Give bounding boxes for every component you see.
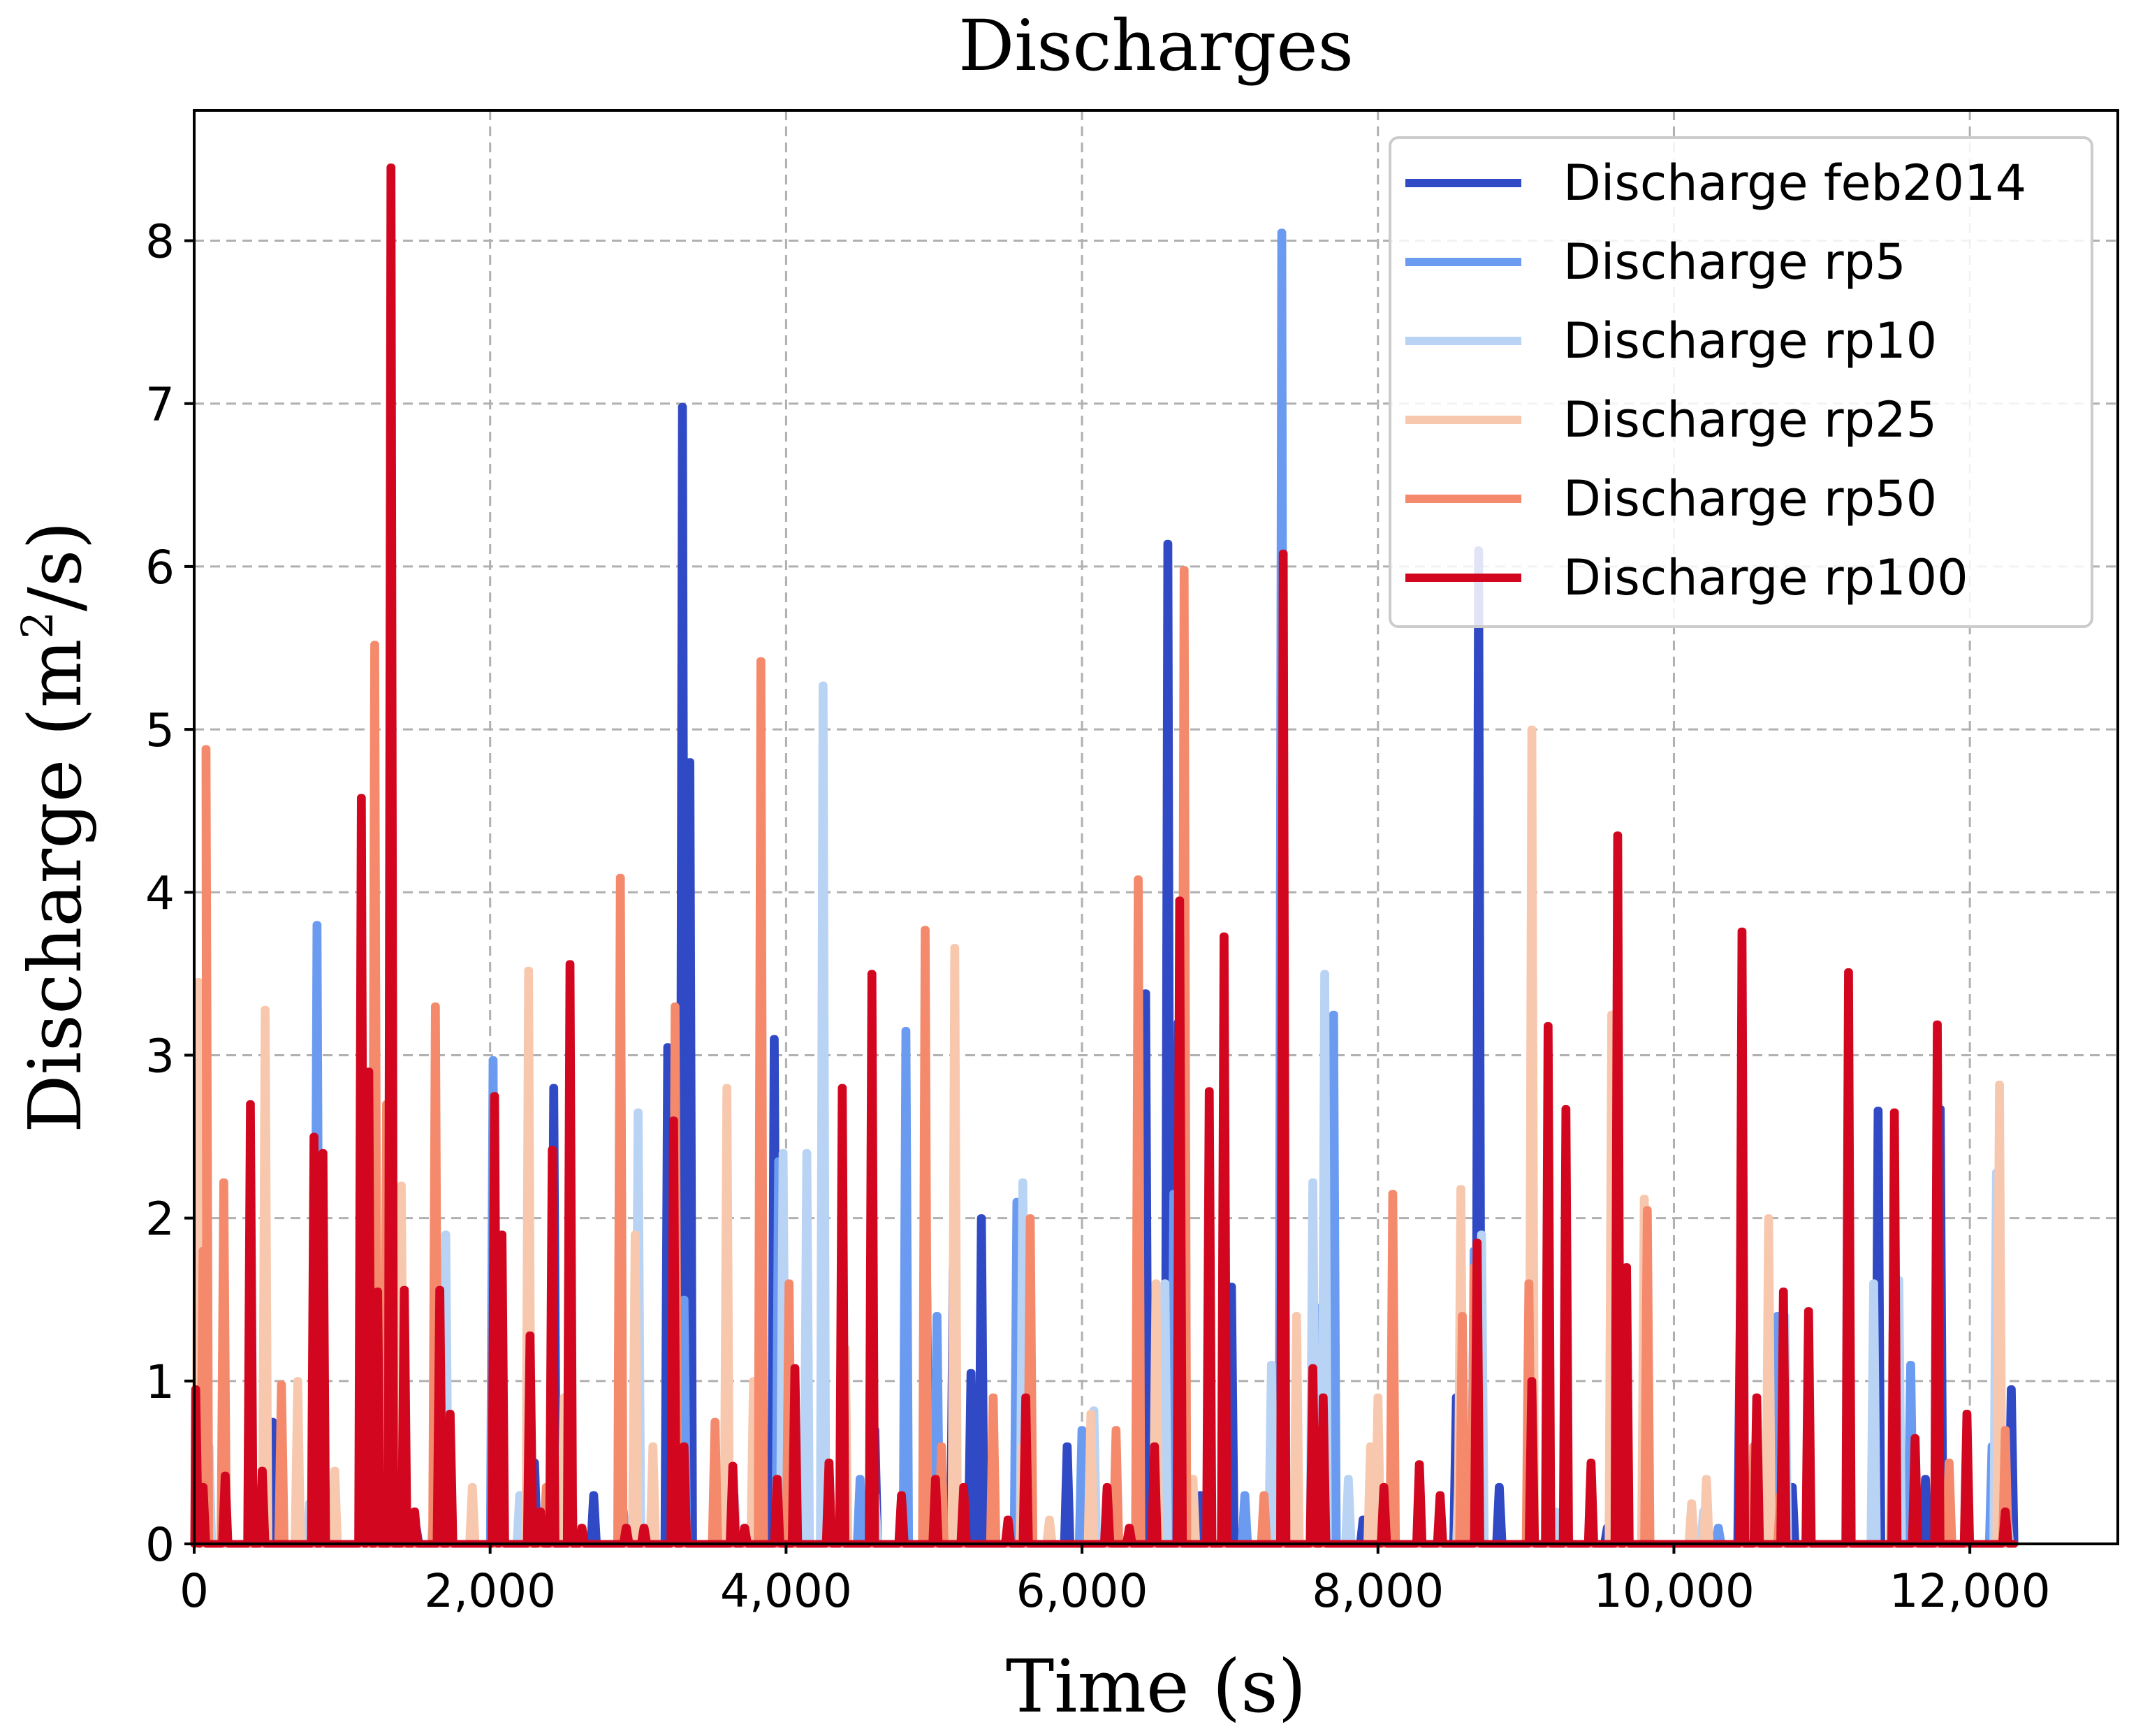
y-axis-ticks: 0 1 2 3 4 5 6 7 8 [145, 215, 194, 1572]
y-axis-label-end: /s) [13, 521, 98, 611]
legend: Discharge feb2014 Discharge rp5 Discharge … [1389, 136, 2093, 628]
legend-label-0: Discharge feb2014 [1563, 154, 2026, 212]
x-tick-label: 8,000 [1312, 1564, 1444, 1618]
axes-frame [193, 109, 2119, 1545]
y-axis-label: Discharge (m2/s) [12, 521, 98, 1133]
x-axis-label: Time (s) [1006, 1644, 1306, 1729]
legend-label-5: Discharge rp100 [1563, 549, 1968, 606]
x-tick-label: 4,000 [720, 1564, 852, 1618]
legend-label-3: Discharge rp25 [1563, 391, 1937, 448]
y-tick-label: 4 [145, 866, 175, 920]
y-tick-label: 1 [145, 1355, 175, 1409]
x-tick-label: 12,000 [1889, 1564, 2051, 1618]
y-tick-label: 2 [145, 1192, 175, 1246]
x-tick-label: 6,000 [1016, 1564, 1148, 1618]
y-axis-label-superscript: 2 [12, 611, 63, 639]
legend-box [1389, 136, 2093, 628]
y-tick-label: 8 [145, 215, 175, 269]
legend-label-1: Discharge rp5 [1563, 233, 1906, 291]
y-tick-label: 0 [145, 1518, 175, 1572]
x-tick-label: 10,000 [1593, 1564, 1755, 1618]
y-tick-label: 6 [145, 541, 175, 595]
x-tick-label: 2,000 [424, 1564, 556, 1618]
y-tick-label: 7 [145, 378, 175, 432]
x-axis-ticks: 0 2,000 4,000 6,000 8,000 10,000 12,000 [180, 1544, 2051, 1618]
x-tick-label: 0 [180, 1564, 209, 1618]
y-axis-label-main: Discharge (m [13, 639, 98, 1133]
chart-title: Discharges [958, 5, 1354, 87]
y-tick-label: 3 [145, 1029, 175, 1083]
legend-label-4: Discharge rp50 [1563, 470, 1937, 527]
y-tick-label: 5 [145, 703, 175, 757]
legend-label-2: Discharge rp10 [1563, 312, 1937, 370]
